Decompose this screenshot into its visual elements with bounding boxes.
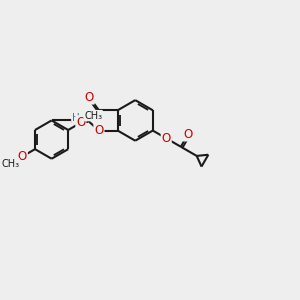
Text: O: O <box>76 116 86 129</box>
Text: O: O <box>184 128 193 141</box>
Text: H: H <box>72 113 80 123</box>
Text: O: O <box>85 91 94 103</box>
Text: CH₃: CH₃ <box>84 111 102 121</box>
Text: O: O <box>18 150 27 163</box>
Text: O: O <box>162 132 171 145</box>
Text: O: O <box>94 124 104 137</box>
Text: CH₃: CH₃ <box>1 158 19 169</box>
